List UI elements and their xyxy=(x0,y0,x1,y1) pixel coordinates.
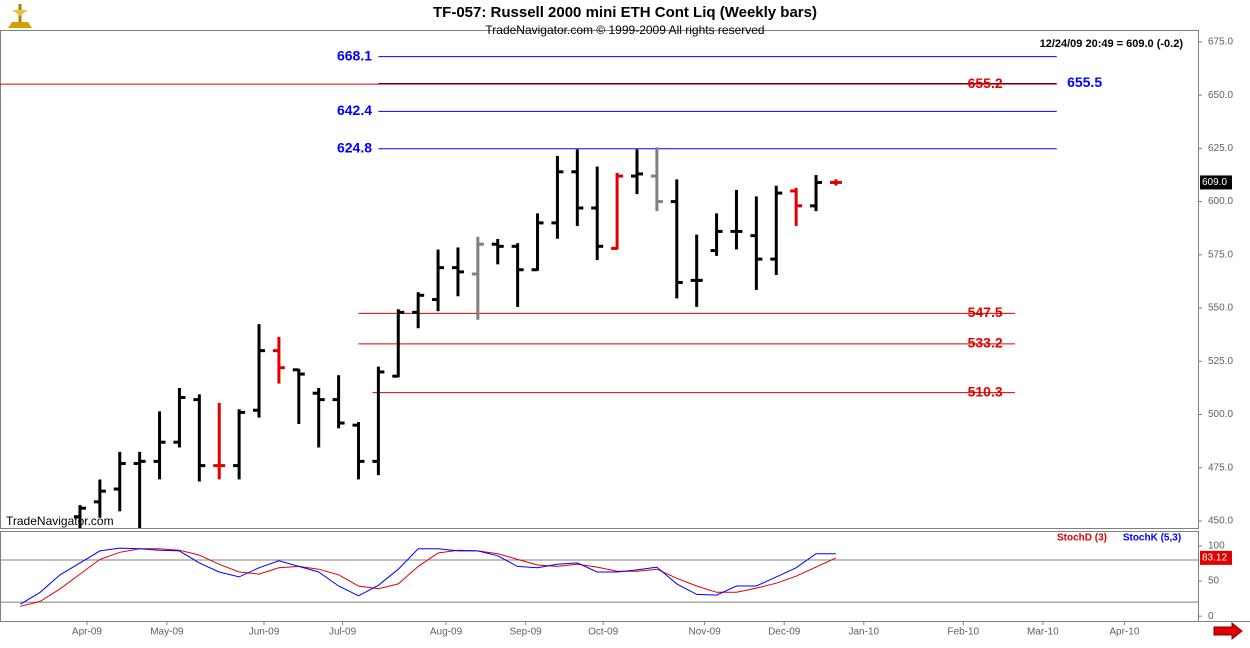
x-tick-label: Apr-09 xyxy=(72,627,102,638)
x-tick-label: Jan-10 xyxy=(848,627,879,638)
x-tick-label: Aug-09 xyxy=(430,627,463,638)
last-value-label: 83.12 xyxy=(1202,553,1227,564)
y-tick-label: 450.0 xyxy=(1208,516,1233,527)
last-price-badge xyxy=(1200,175,1232,190)
y-tick-label: 675.0 xyxy=(1208,37,1233,48)
x-tick-label: Sep-09 xyxy=(509,627,542,638)
watermark: TradeNavigator.com xyxy=(6,514,114,528)
scroll-arrow[interactable] xyxy=(1213,621,1243,641)
x-tick-label: Feb-10 xyxy=(947,627,979,638)
last-value-badge xyxy=(1200,550,1232,565)
level-label: 547.5 xyxy=(968,304,1003,320)
y-tick-label: 650.0 xyxy=(1208,90,1233,101)
level-label: 510.3 xyxy=(968,383,1003,399)
chart-title: TF-057: Russell 2000 mini ETH Cont Liq (… xyxy=(433,4,817,21)
stoch-line xyxy=(20,548,837,607)
y-tick-label: 100 xyxy=(1208,541,1225,552)
x-tick-label: Mar-10 xyxy=(1027,627,1059,638)
stoch-plot xyxy=(0,547,1198,607)
y-tick-label: 575.0 xyxy=(1208,249,1233,260)
logo xyxy=(8,4,32,28)
level-label: 642.4 xyxy=(337,102,372,118)
level-label: 655.5 xyxy=(1067,74,1102,90)
x-tick-label: May-09 xyxy=(150,627,184,638)
y-tick-label: 50 xyxy=(1208,576,1220,587)
y-tick-label: 500.0 xyxy=(1208,409,1233,420)
level-label: 624.8 xyxy=(337,140,372,156)
last-price-label: 609.0 xyxy=(1202,177,1227,188)
stoch-line xyxy=(20,547,836,605)
axes: 450.0 475.0 500.0 525.0 550.0 575.0 600.0 625.0… xyxy=(72,37,1234,638)
y-tick-label: 525.0 xyxy=(1208,356,1233,367)
level-label: 655.2 xyxy=(968,75,1003,91)
level-label: 668.1 xyxy=(337,47,372,63)
x-tick-label: Apr-10 xyxy=(1109,627,1139,638)
legend-entry: StochD (3) xyxy=(1057,533,1107,544)
y-tick-label: 475.0 xyxy=(1208,462,1233,473)
y-tick-label: 625.0 xyxy=(1208,143,1233,154)
quote-info: 12/24/09 20:49 = 609.0 (-0.2) xyxy=(1040,38,1184,50)
price-panel xyxy=(0,30,1199,529)
level-label: 533.2 xyxy=(968,335,1003,351)
y-tick-label: 550.0 xyxy=(1208,303,1233,314)
legend-entry: StochK (5,3) xyxy=(1123,533,1181,544)
x-tick-label: Jun-09 xyxy=(249,627,280,638)
y-tick-label: 0 xyxy=(1208,611,1214,622)
chart-subtitle: TradeNavigator.com © 1999-2009 All right… xyxy=(485,23,764,37)
x-tick-label: Nov-09 xyxy=(689,627,722,638)
x-tick-label: Oct-09 xyxy=(588,627,618,638)
x-tick-label: Jul-09 xyxy=(329,627,357,638)
y-tick-label: 600.0 xyxy=(1208,196,1233,207)
price-plot: 668.1 655.5 655.2 642.4 624.8 547.5 533.2 510.3 xyxy=(0,47,1102,528)
x-tick-label: Dec-09 xyxy=(768,627,801,638)
